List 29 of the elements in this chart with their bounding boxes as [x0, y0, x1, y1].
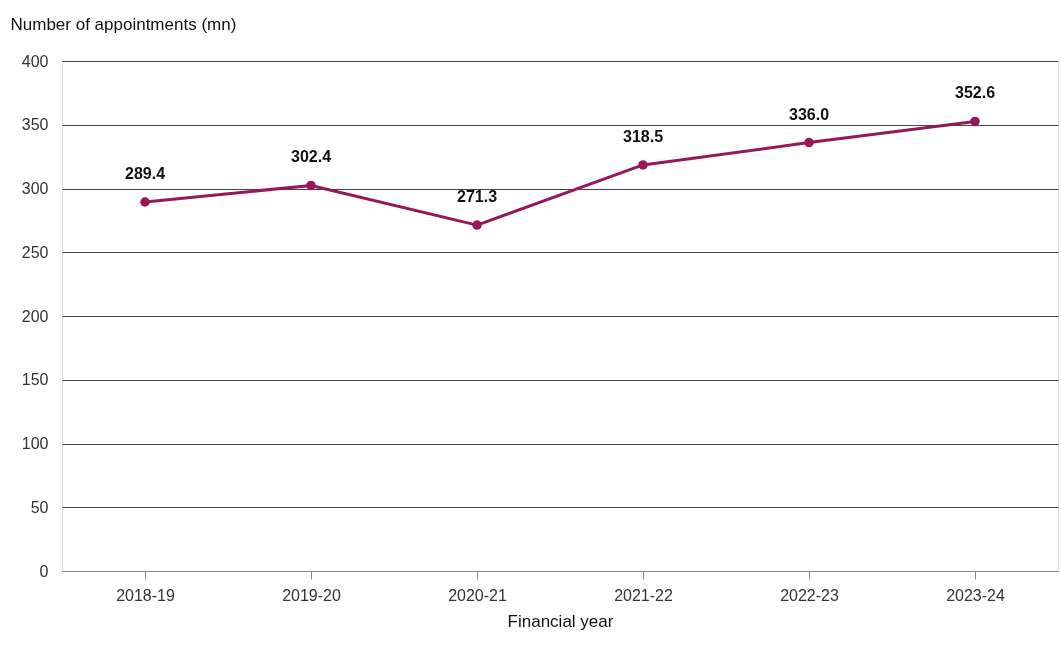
y-tick-label: 100 — [21, 435, 49, 452]
x-tick-label: 2021-22 — [614, 586, 673, 604]
y-tick-label: 0 — [39, 562, 49, 580]
data-label: 336.0 — [788, 105, 830, 123]
y-tick-label: 250 — [21, 243, 49, 261]
data-label: 271.3 — [456, 188, 498, 206]
y-tick-label: 400 — [21, 52, 49, 70]
x-tick-label: 2018-19 — [116, 586, 175, 604]
x-tick-label: 2022-23 — [780, 586, 839, 604]
point — [804, 137, 814, 148]
y-axis-title: Number of appointments (mn) — [10, 14, 237, 34]
data-label: 289.4 — [124, 165, 166, 183]
x-tick-label: 2019-20 — [282, 586, 341, 604]
data-label: 302.4 — [290, 148, 332, 166]
point — [472, 220, 482, 230]
x-axis-title: Financial year — [507, 611, 614, 631]
point — [638, 160, 648, 170]
y-tick-label: 350 — [21, 116, 49, 134]
y-tick-label: 200 — [21, 307, 49, 325]
data-label: 318.5 — [622, 127, 664, 145]
point — [140, 197, 150, 207]
data-label: 352.6 — [954, 84, 996, 102]
y-tick-label: 50 — [30, 498, 49, 516]
point — [970, 116, 980, 127]
y-tick-label: 300 — [21, 180, 49, 197]
point — [306, 180, 316, 191]
x-tick-label: 2020-21 — [448, 586, 507, 604]
x-tick-label: 2023-24 — [946, 586, 1005, 604]
y-tick-label: 150 — [21, 371, 49, 389]
